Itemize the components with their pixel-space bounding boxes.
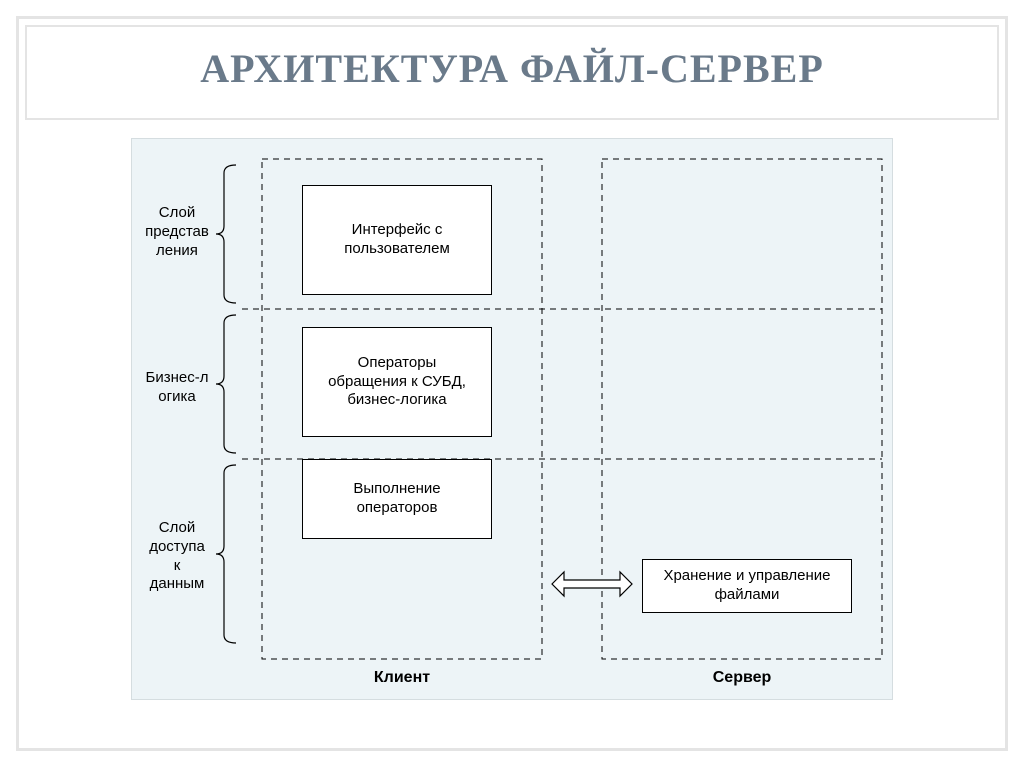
architecture-diagram: Слойпредставления Бизнес-логика Слойдост… — [131, 138, 893, 700]
title-box: АРХИТЕКТУРА ФАЙЛ-СЕРВЕР — [25, 25, 999, 120]
layer-label-presentation: Слойпредставления — [138, 204, 216, 260]
box-operators: Операторыобращения к СУБД,бизнес-логика — [302, 327, 492, 437]
diagram-wrap: Слойпредставления Бизнес-логика Слойдост… — [25, 120, 999, 742]
inner-frame: АРХИТЕКТУРА ФАЙЛ-СЕРВЕР Слойпредставлени… — [25, 25, 999, 742]
slide: АРХИТЕКТУРА ФАЙЛ-СЕРВЕР Слойпредставлени… — [0, 0, 1024, 767]
diagram-lines — [132, 139, 892, 699]
box-interface: Интерфейс спользователем — [302, 185, 492, 295]
column-label-client: Клиент — [262, 669, 542, 687]
outer-frame: АРХИТЕКТУРА ФАЙЛ-СЕРВЕР Слойпредставлени… — [16, 16, 1008, 751]
column-label-server: Сервер — [602, 669, 882, 687]
layer-label-business: Бизнес-логика — [138, 369, 216, 407]
layer-label-data: Слойдоступакданным — [138, 519, 216, 594]
slide-title: АРХИТЕКТУРА ФАЙЛ-СЕРВЕР — [51, 45, 973, 92]
box-storage: Хранение и управлениефайлами — [642, 559, 852, 613]
box-execution: Выполнениеоператоров — [302, 459, 492, 539]
